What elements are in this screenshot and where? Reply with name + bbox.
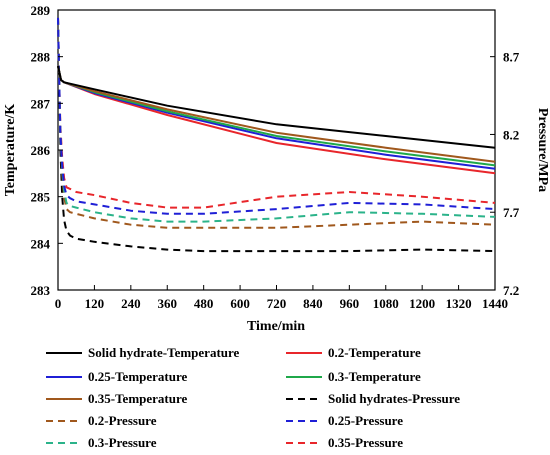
x-tick-label: 240 (121, 296, 141, 311)
legend-label: 0.25-Pressure (328, 413, 403, 428)
x-tick-label: 480 (194, 296, 214, 311)
y-left-tick-label: 289 (31, 3, 51, 18)
y-left-axis-ticks: 283 284 285 286 287 288 289 (31, 3, 63, 298)
x-tick-label: 840 (303, 296, 323, 311)
y-left-tick-label: 285 (31, 190, 51, 205)
x-tick-label: 1440 (482, 296, 508, 311)
plot-frame (57, 9, 496, 291)
series-line (57, 65, 496, 149)
legend-label: 0.2-Pressure (88, 413, 157, 428)
series-line (57, 65, 496, 163)
x-tick-label: 360 (158, 296, 178, 311)
series-group (57, 17, 496, 253)
series-line (57, 17, 496, 209)
legend-label: 0.2-Temperature (328, 345, 421, 360)
y-right-axis-label: Pressure/MPa (535, 108, 550, 192)
series-line (57, 17, 496, 229)
y-left-tick-label: 284 (31, 236, 51, 251)
x-tick-label: 1200 (409, 296, 435, 311)
series-line (57, 17, 496, 253)
y-left-tick-label: 287 (31, 96, 51, 111)
y-left-tick-label: 283 (31, 283, 51, 298)
series-line (57, 17, 496, 215)
y-left-tick-label: 288 (31, 50, 51, 65)
legend-label: 0.3-Pressure (88, 435, 157, 450)
x-tick-label: 720 (267, 296, 287, 311)
y-right-tick-label: 7.7 (503, 205, 520, 220)
series-line (57, 65, 496, 167)
y-right-tick-label: 7.2 (503, 283, 519, 298)
legend: Solid hydrate-Temperature 0.2-Temperature… (46, 345, 460, 450)
y-right-axis-ticks: 7.2 7.7 8.2 8.7 (490, 50, 520, 298)
legend-label: 0.35-Pressure (328, 435, 403, 450)
x-axis-ticks: 0 120 240 360 480 600 720 840 960 1080 1200 1320 144… (55, 285, 508, 311)
x-tick-label: 1320 (446, 296, 472, 311)
legend-label: 0.3-Temperature (328, 369, 421, 384)
x-tick-label: 0 (55, 296, 62, 311)
legend-label: 0.25-Temperature (88, 369, 188, 384)
x-tick-label: 120 (85, 296, 105, 311)
x-axis-label: Time/min (247, 319, 305, 334)
x-tick-label: 960 (340, 296, 360, 311)
x-tick-label: 1080 (373, 296, 399, 311)
x-tick-label: 600 (230, 296, 250, 311)
series-line (57, 17, 496, 223)
legend-label: Solid hydrates-Pressure (328, 391, 460, 406)
y-right-tick-label: 8.7 (503, 50, 520, 65)
y-right-tick-label: 8.2 (503, 127, 519, 142)
legend-label: 0.35-Temperature (88, 391, 188, 406)
y-left-axis-label: Temperature/K (3, 104, 18, 197)
legend-label: Solid hydrate-Temperature (88, 345, 240, 360)
y-left-tick-label: 286 (31, 143, 51, 158)
plot-area (57, 9, 496, 291)
